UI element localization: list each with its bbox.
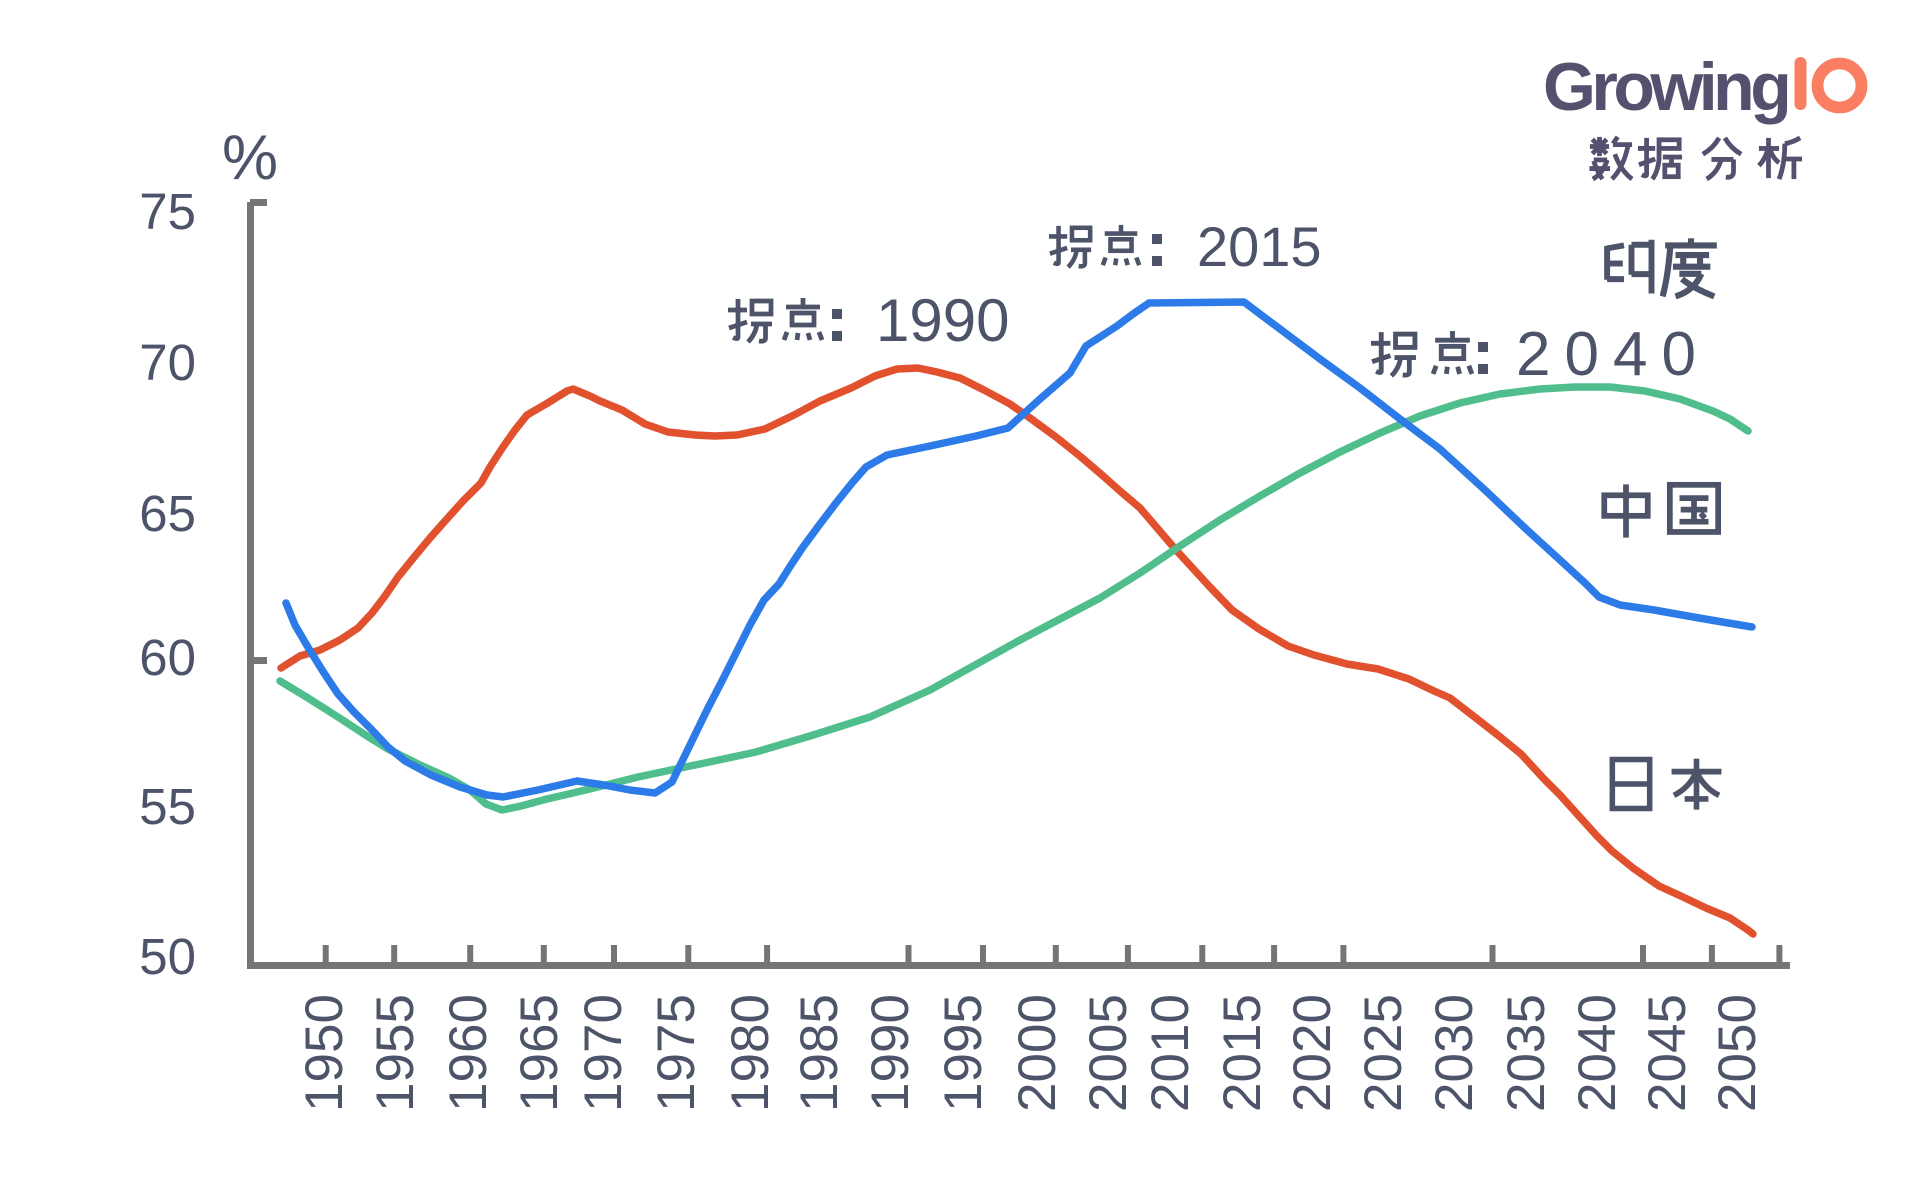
svg-text:2050: 2050 xyxy=(1708,994,1767,1112)
svg-text:2030: 2030 xyxy=(1425,994,1484,1112)
svg-text:2045: 2045 xyxy=(1638,994,1697,1112)
svg-text:1995: 1995 xyxy=(934,994,993,1112)
svg-text:1955: 1955 xyxy=(366,994,425,1112)
svg-text:70: 70 xyxy=(139,334,196,391)
svg-text:2040: 2040 xyxy=(1568,994,1627,1112)
svg-text:65: 65 xyxy=(139,485,196,542)
svg-text:1990: 1990 xyxy=(876,287,1009,354)
svg-text:2010: 2010 xyxy=(1141,994,1200,1112)
svg-text:2025: 2025 xyxy=(1354,994,1413,1112)
svg-text:1975: 1975 xyxy=(647,994,706,1112)
svg-text:1985: 1985 xyxy=(790,994,849,1112)
svg-text:%: % xyxy=(222,123,278,193)
svg-text:1960: 1960 xyxy=(439,994,498,1112)
svg-text:55: 55 xyxy=(139,778,196,835)
svg-text:50: 50 xyxy=(139,928,196,985)
svg-text:2015: 2015 xyxy=(1213,994,1272,1112)
svg-text:75: 75 xyxy=(139,183,196,240)
svg-text:2005: 2005 xyxy=(1079,994,1138,1112)
svg-text:Growing: Growing xyxy=(1543,49,1787,125)
svg-text:60: 60 xyxy=(139,629,196,686)
svg-text:2000: 2000 xyxy=(1008,994,1067,1112)
svg-text:1970: 1970 xyxy=(574,994,633,1112)
svg-text:2015: 2015 xyxy=(1197,215,1322,278)
svg-text:2040: 2040 xyxy=(1516,320,1710,389)
svg-text:1980: 1980 xyxy=(721,994,780,1112)
svg-text:2035: 2035 xyxy=(1497,994,1556,1112)
svg-text:1950: 1950 xyxy=(295,994,354,1112)
svg-text:1990: 1990 xyxy=(861,994,920,1112)
svg-text:1965: 1965 xyxy=(510,994,569,1112)
svg-text:2020: 2020 xyxy=(1283,994,1342,1112)
